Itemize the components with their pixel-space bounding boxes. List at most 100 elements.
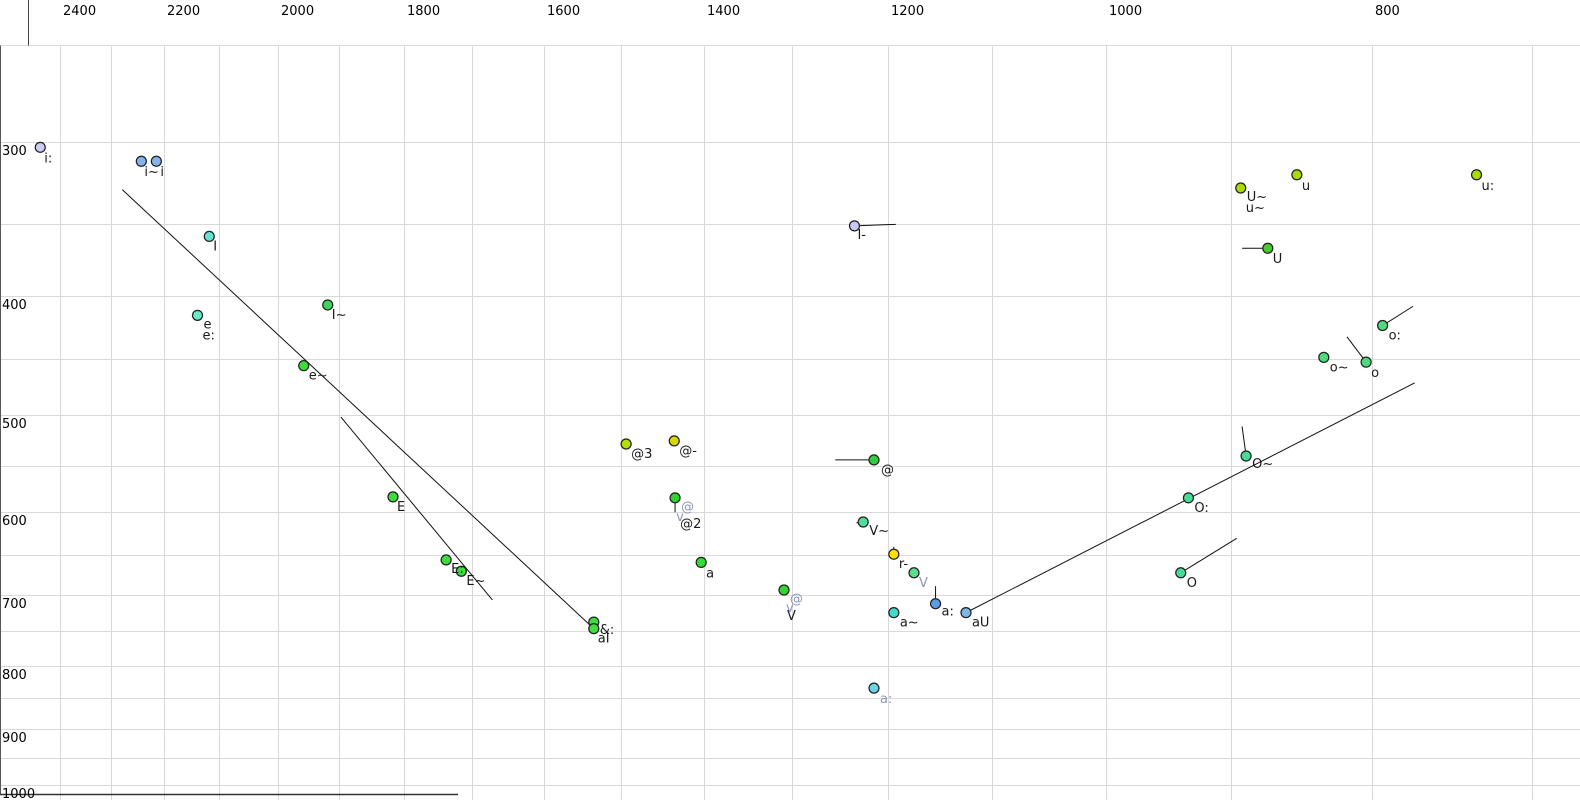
point-marker-r- [888, 548, 900, 560]
point-label-E~: E~ [466, 574, 485, 589]
point-label-a~: a~ [900, 616, 919, 631]
point-label-U~: U~ [1247, 190, 1267, 205]
point-marker-o: [1376, 319, 1389, 332]
point-marker-V [908, 567, 920, 579]
point-marker-e [191, 309, 204, 321]
point-marker-e~ [298, 360, 310, 372]
point-marker-i: [34, 141, 46, 153]
x-tick-label: 1000 [1109, 4, 1142, 19]
point-label-i:: i: [44, 151, 52, 166]
point-marker-V~ [857, 516, 869, 528]
point-label-V: V [919, 576, 928, 591]
point-label-a:: a: [880, 692, 892, 707]
point-label-O:: O: [1194, 501, 1208, 516]
point-marker-a: [929, 598, 942, 610]
point-marker-o~ [1318, 351, 1330, 364]
point-marker-u: [1470, 169, 1483, 181]
point-marker-I~ [322, 299, 334, 311]
point-label-e~: e~ [309, 369, 328, 384]
point-label-i~: i~ [144, 165, 159, 180]
x-tick-label: 800 [1375, 4, 1400, 19]
point-label-I: I [213, 239, 217, 254]
point-marker-V [778, 584, 790, 596]
point-marker-i [150, 155, 162, 167]
point-label-o~: o~ [1330, 360, 1349, 375]
point-label-o:: o: [1389, 329, 1401, 344]
point-marker-O~ [1240, 450, 1252, 462]
x-tick-label: 1200 [891, 4, 924, 19]
point-label-aU: aU [972, 616, 989, 631]
point-annotation-v-arrowhead: v [676, 510, 684, 525]
point-label-@3: @3 [631, 447, 652, 462]
point-marker-U [1262, 242, 1274, 254]
point-label-aI: aI [598, 632, 610, 647]
point-label-r-: r- [899, 557, 909, 572]
y-tick-label: 800 [2, 668, 27, 683]
point-label-i: i [160, 165, 164, 180]
point-label-@-: @- [679, 444, 697, 459]
point-label-I~: I~ [332, 308, 347, 323]
y-tick-label: 300 [2, 144, 27, 159]
point-marker-E: [440, 554, 452, 566]
point-label-U: U [1273, 252, 1283, 267]
trajectory-line [340, 416, 493, 601]
y-tick-label: 1000 [2, 787, 35, 800]
point-marker-I [203, 230, 215, 243]
point-label-u:: u: [1482, 179, 1495, 194]
trajectory-line-aI [121, 189, 595, 629]
point-label-&:: &: [600, 623, 615, 638]
point-label-e:: e: [203, 328, 215, 343]
y-tick-label: 900 [2, 731, 27, 746]
point-label-V~: V~ [869, 524, 889, 539]
point-label-@2: @2 [680, 517, 701, 532]
point-label-E: E [397, 500, 405, 515]
y-tick-label: 700 [2, 597, 27, 612]
x-tick-label: 2400 [63, 4, 96, 19]
x-tick-label: 2200 [167, 4, 200, 19]
point-annotation-v-arrowhead: v [786, 601, 794, 616]
point-label-a: a [706, 566, 714, 581]
point-marker-a~ [888, 606, 900, 619]
point-label-@: @ [881, 463, 894, 478]
point-label-a:: a: [942, 605, 954, 620]
point-annotation-@: @ [790, 592, 803, 607]
point-marker-u [1291, 169, 1303, 181]
point-tail-I- [854, 223, 896, 227]
point-tail-o: [1382, 305, 1414, 326]
x-tick-label: 1400 [707, 4, 740, 19]
point-label-V: V [787, 609, 796, 624]
point-label-O: O [1187, 576, 1197, 591]
point-label-e: e [204, 317, 212, 332]
point-label-u~: u~ [1246, 201, 1265, 216]
x-tick-label: 2000 [281, 4, 314, 19]
y-tick-label: 400 [2, 298, 27, 313]
y-tick-label: 500 [2, 417, 27, 432]
point-label-E:: E: [451, 562, 464, 577]
point-marker-@2 [669, 492, 681, 504]
point-marker-@3 [620, 438, 632, 450]
point-marker-E [387, 491, 399, 503]
point-label-o: o [1371, 366, 1379, 381]
point-marker-I- [848, 220, 861, 232]
point-marker-@- [668, 435, 680, 447]
x-tick-label: 1800 [407, 4, 440, 19]
point-annotation-@: @ [681, 500, 694, 515]
point-label-u: u [1302, 179, 1310, 194]
point-marker-i~ [135, 155, 147, 167]
point-marker-a [695, 556, 707, 568]
point-marker-U~ [1235, 182, 1247, 194]
point-marker-E~ [455, 565, 467, 577]
point-marker-O [1175, 567, 1187, 579]
x-tick-label: 1600 [547, 4, 580, 19]
point-marker-aU [960, 606, 972, 619]
point-marker-a: [868, 682, 880, 694]
point-label-I-: I- [857, 228, 866, 243]
point-tail-O [1180, 537, 1237, 574]
y-tick-label: 600 [2, 514, 27, 529]
point-marker-O: [1182, 492, 1195, 504]
point-marker-aI [588, 622, 600, 635]
point-marker-@ [868, 454, 880, 466]
point-marker-o [1360, 356, 1372, 368]
